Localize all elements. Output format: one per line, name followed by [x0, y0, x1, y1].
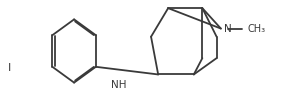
Text: CH₃: CH₃	[248, 24, 266, 34]
Text: I: I	[8, 63, 11, 73]
Text: N: N	[224, 24, 231, 34]
Text: NH: NH	[111, 80, 126, 90]
